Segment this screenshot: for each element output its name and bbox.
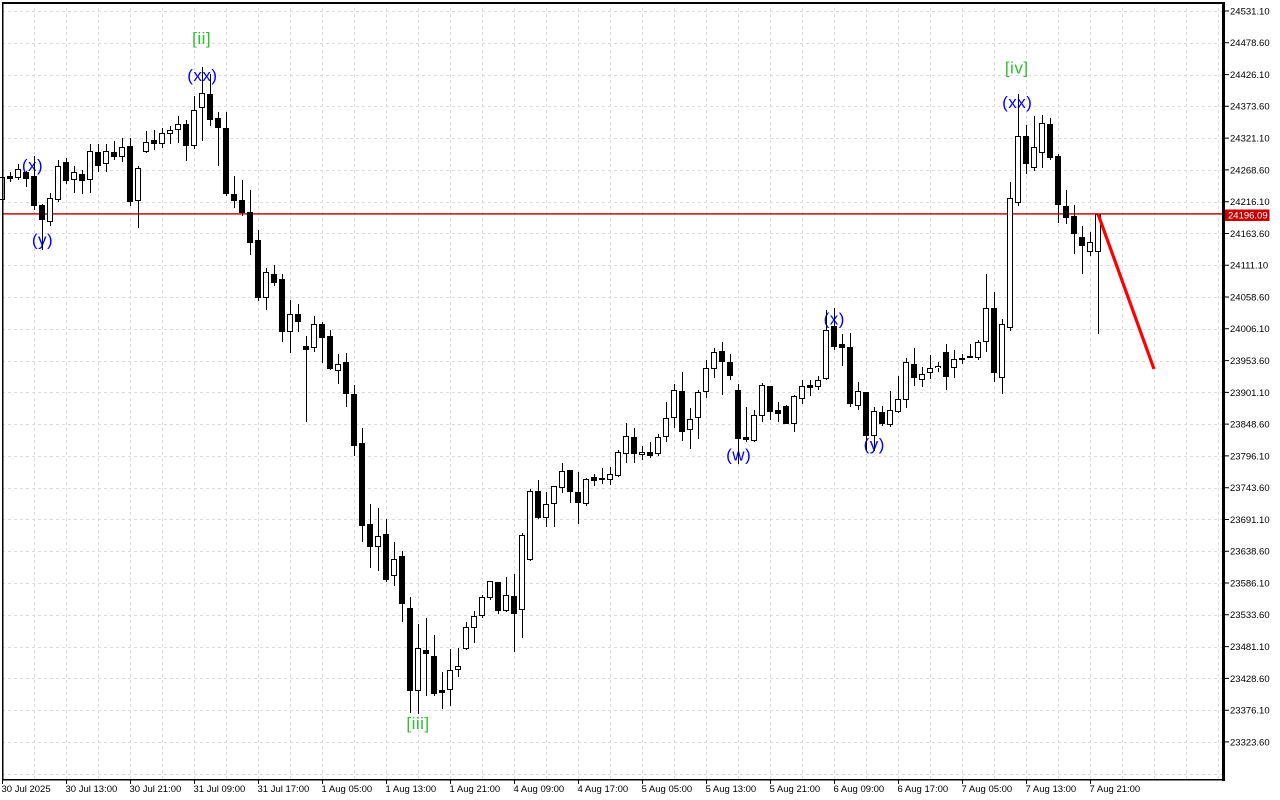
- svg-text:23901.10: 23901.10: [1230, 388, 1270, 399]
- svg-text:1 Aug 13:00: 1 Aug 13:00: [386, 784, 437, 795]
- svg-text:23953.60: 23953.60: [1230, 356, 1270, 367]
- svg-text:6 Aug 17:00: 6 Aug 17:00: [898, 784, 949, 795]
- svg-text:24196.09: 24196.09: [1228, 211, 1268, 222]
- svg-text:5 Aug 05:00: 5 Aug 05:00: [642, 784, 693, 795]
- svg-text:23691.10: 23691.10: [1230, 515, 1270, 526]
- svg-text:30 Jul 13:00: 30 Jul 13:00: [66, 784, 118, 795]
- svg-text:24058.60: 24058.60: [1230, 292, 1270, 303]
- svg-text:31 Jul 09:00: 31 Jul 09:00: [194, 784, 246, 795]
- svg-text:23796.10: 23796.10: [1230, 451, 1270, 462]
- svg-text:7 Aug 21:00: 7 Aug 21:00: [1090, 784, 1141, 795]
- svg-text:23533.60: 23533.60: [1230, 610, 1270, 621]
- svg-text:[ii]: [ii]: [192, 29, 211, 48]
- svg-text:24321.10: 24321.10: [1230, 134, 1270, 145]
- svg-text:24531.10: 24531.10: [1230, 6, 1270, 17]
- svg-text:24268.60: 24268.60: [1230, 165, 1270, 176]
- svg-text:24216.10: 24216.10: [1230, 197, 1270, 208]
- svg-text:24163.60: 24163.60: [1230, 229, 1270, 240]
- svg-text:23848.60: 23848.60: [1230, 420, 1270, 431]
- svg-text:23586.10: 23586.10: [1230, 578, 1270, 589]
- svg-text:4 Aug 17:00: 4 Aug 17:00: [578, 784, 629, 795]
- svg-text:1 Aug 05:00: 1 Aug 05:00: [322, 784, 373, 795]
- svg-text:6 Aug 09:00: 6 Aug 09:00: [834, 784, 885, 795]
- svg-text:5 Aug 21:00: 5 Aug 21:00: [770, 784, 821, 795]
- svg-text:24111.10: 24111.10: [1230, 261, 1268, 272]
- svg-text:4 Aug 09:00: 4 Aug 09:00: [514, 784, 565, 795]
- svg-text:(x): (x): [22, 156, 43, 175]
- svg-text:23481.10: 23481.10: [1230, 642, 1270, 653]
- svg-text:24373.60: 24373.60: [1230, 102, 1270, 113]
- svg-text:31 Jul 17:00: 31 Jul 17:00: [258, 784, 310, 795]
- svg-text:24478.60: 24478.60: [1230, 38, 1270, 49]
- svg-text:30 Jul 2025: 30 Jul 2025: [2, 784, 51, 795]
- svg-text:24426.10: 24426.10: [1230, 70, 1270, 81]
- svg-text:23743.60: 23743.60: [1230, 483, 1270, 494]
- svg-text:30 Jul 21:00: 30 Jul 21:00: [130, 784, 182, 795]
- svg-text:24006.10: 24006.10: [1230, 324, 1270, 335]
- svg-text:7 Aug 05:00: 7 Aug 05:00: [962, 784, 1013, 795]
- svg-text:[iv]: [iv]: [1005, 58, 1029, 77]
- svg-text:23638.60: 23638.60: [1230, 547, 1270, 558]
- svg-text:23428.60: 23428.60: [1230, 674, 1270, 685]
- svg-text:(xx): (xx): [1002, 93, 1032, 112]
- svg-text:[iii]: [iii]: [406, 714, 429, 733]
- svg-text:1 Aug 21:00: 1 Aug 21:00: [450, 784, 501, 795]
- svg-text:5 Aug 13:00: 5 Aug 13:00: [706, 784, 757, 795]
- svg-text:7 Aug 13:00: 7 Aug 13:00: [1026, 784, 1077, 795]
- svg-text:23323.60: 23323.60: [1230, 737, 1270, 748]
- svg-text:23376.10: 23376.10: [1230, 706, 1270, 717]
